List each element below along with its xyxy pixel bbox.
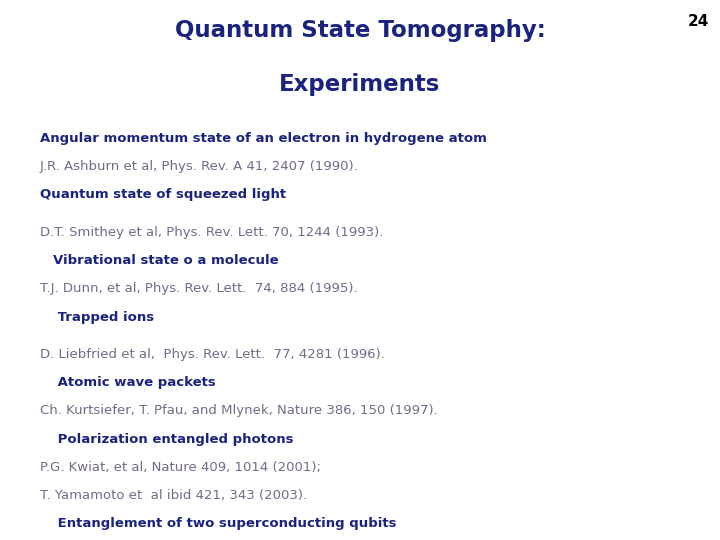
Text: P.G. Kwiat, et al, Nature 409, 1014 (2001);: P.G. Kwiat, et al, Nature 409, 1014 (200… xyxy=(40,461,320,474)
Text: Experiments: Experiments xyxy=(279,73,441,96)
Text: D. Liebfried et al,  Phys. Rev. Lett.  77, 4281 (1996).: D. Liebfried et al, Phys. Rev. Lett. 77,… xyxy=(40,348,384,361)
Text: Polarization entangled photons: Polarization entangled photons xyxy=(53,433,293,446)
Text: Quantum state of squeezed light: Quantum state of squeezed light xyxy=(40,188,286,201)
Text: J.R. Ashburn et al, Phys. Rev. A 41, 2407 (1990).: J.R. Ashburn et al, Phys. Rev. A 41, 240… xyxy=(40,160,359,173)
Text: T. Yamamoto et  al ibid 421, 343 (2003).: T. Yamamoto et al ibid 421, 343 (2003). xyxy=(40,489,307,502)
Text: D.T. Smithey et al, Phys. Rev. Lett. 70, 1244 (1993).: D.T. Smithey et al, Phys. Rev. Lett. 70,… xyxy=(40,226,383,239)
Text: Ch. Kurtsiefer, T. Pfau, and Mlynek, Nature 386, 150 (1997).: Ch. Kurtsiefer, T. Pfau, and Mlynek, Nat… xyxy=(40,404,437,417)
Text: Atomic wave packets: Atomic wave packets xyxy=(53,376,215,389)
Text: Quantum State Tomography:: Quantum State Tomography: xyxy=(175,19,545,42)
Text: Angular momentum state of an electron in hydrogene atom: Angular momentum state of an electron in… xyxy=(40,132,487,145)
Text: Entanglement of two superconducting qubits: Entanglement of two superconducting qubi… xyxy=(53,517,396,530)
Text: T.J. Dunn, et al, Phys. Rev. Lett.  74, 884 (1995).: T.J. Dunn, et al, Phys. Rev. Lett. 74, 8… xyxy=(40,282,357,295)
Text: Trapped ions: Trapped ions xyxy=(53,310,153,323)
Text: 24: 24 xyxy=(688,14,709,29)
Text: Vibrational state o a molecule: Vibrational state o a molecule xyxy=(53,254,278,267)
